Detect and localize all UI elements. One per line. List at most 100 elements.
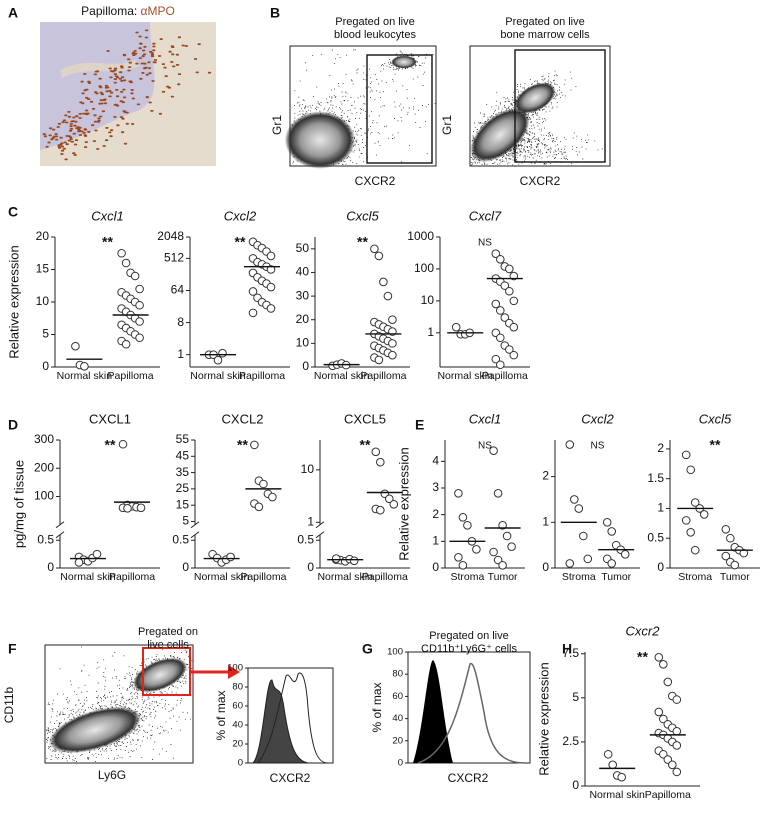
data-point — [374, 355, 384, 365]
data-point — [458, 561, 468, 570]
data-point — [454, 553, 463, 562]
significance: ** — [637, 649, 648, 665]
y-tick-label: 0.5 — [297, 532, 314, 546]
data-point — [500, 281, 510, 290]
data-point — [130, 271, 140, 281]
data-point — [121, 339, 131, 349]
data-point — [388, 315, 397, 325]
x-tick-label: Papilloma — [360, 370, 407, 382]
y-tick-label: 1 — [432, 534, 439, 548]
data-point — [74, 558, 84, 567]
data-point — [730, 560, 740, 570]
data-point — [509, 322, 519, 332]
y-tick-label: 55 — [176, 432, 190, 446]
y-tick-label: 0 — [42, 359, 49, 373]
data-point — [259, 479, 268, 489]
data-point — [583, 554, 593, 564]
y-tick-label: 15 — [36, 262, 50, 276]
density-core — [132, 657, 188, 693]
data-point — [617, 772, 627, 782]
data-point — [266, 265, 276, 274]
x-tick-label: Papilloma — [481, 370, 528, 382]
y-tick-label: 1 — [542, 514, 549, 528]
gate-label: Pregated on live — [505, 16, 585, 28]
y-tick-label: 25 — [176, 481, 190, 495]
significance: NS — [478, 238, 492, 249]
x-tick-label: Normal skin — [437, 370, 493, 382]
y-tick-label: 15 — [176, 497, 190, 511]
x-tick-label: Normal skin — [56, 370, 113, 382]
data-point — [489, 446, 498, 455]
data-point — [672, 767, 682, 777]
axis-break — [315, 521, 325, 529]
panel-letter: C — [8, 204, 18, 220]
y-tick-label: 0.5 — [37, 532, 54, 546]
data-point — [498, 521, 507, 530]
y-tick-label: 40 — [232, 720, 243, 731]
y-tick-label: 30 — [296, 288, 310, 302]
data-point — [266, 304, 276, 313]
y-tick-label: 1.5 — [647, 471, 664, 485]
x-tick-label: Papilloma — [108, 571, 156, 583]
data-point — [254, 502, 264, 512]
panel-letter: D — [8, 417, 18, 433]
data-point — [266, 251, 276, 261]
y-axis-label: % of max — [214, 690, 228, 740]
chart-title: Cxcl7 — [469, 208, 502, 223]
data-point — [226, 552, 235, 562]
y-tick-label: 1000 — [407, 229, 434, 243]
data-point — [349, 556, 359, 566]
data-point — [383, 291, 393, 301]
gate-label: Pregated on — [138, 626, 198, 638]
data-point — [570, 495, 579, 504]
y-tick-label: 0 — [657, 560, 664, 574]
data-point — [496, 360, 505, 370]
significance: ** — [102, 234, 113, 250]
data-point — [454, 489, 463, 498]
chart-title: Cxcl5 — [699, 411, 732, 426]
y-axis-label: % of max — [370, 682, 384, 732]
density-core — [514, 82, 556, 114]
data-point — [668, 760, 677, 770]
data-point — [659, 660, 668, 669]
y-tick-label: 300 — [34, 432, 54, 446]
density-core — [48, 706, 142, 754]
data-point — [721, 551, 731, 561]
panel-letter: B — [270, 5, 280, 21]
y-tick-label: 10 — [36, 294, 50, 308]
x-tick-label: Papilloma — [107, 370, 154, 382]
chart-title: Cxcl1 — [91, 208, 124, 223]
significance: NS — [478, 441, 492, 452]
chart-title: Cxcl5 — [346, 208, 379, 223]
panel-letter: A — [8, 5, 18, 21]
data-point — [493, 555, 503, 565]
y-tick-label: 100 — [227, 663, 243, 674]
data-point — [502, 531, 512, 541]
panel-letter: G — [362, 641, 373, 657]
y-tick-label: 20 — [296, 312, 310, 326]
y-tick-label: 20 — [232, 739, 243, 750]
x-tick-label: Tumor — [719, 571, 750, 583]
y-tick-label: 45 — [176, 448, 190, 462]
y-tick-label: 0 — [542, 560, 549, 574]
data-point — [135, 300, 144, 310]
data-point — [607, 527, 617, 536]
data-point — [388, 350, 397, 360]
cxcr2-histogram — [257, 672, 329, 764]
x-tick-label: Papilloma — [644, 789, 691, 801]
chart-title: Cxcr2 — [626, 623, 661, 638]
data-point — [250, 440, 259, 450]
data-point — [509, 296, 519, 306]
axis-break — [55, 531, 65, 539]
y-tick-label: 0 — [398, 758, 403, 769]
y-tick-label: 2 — [432, 507, 439, 521]
data-point — [500, 313, 510, 322]
y-tick-label: 5 — [572, 690, 579, 704]
x-tick-label: Papilloma — [240, 571, 287, 583]
y-tick-label: 1 — [307, 514, 314, 528]
data-point — [686, 465, 696, 475]
mpo-stain — [42, 29, 212, 161]
significance: ** — [360, 437, 371, 453]
data-point — [136, 503, 146, 513]
data-point — [654, 652, 664, 662]
